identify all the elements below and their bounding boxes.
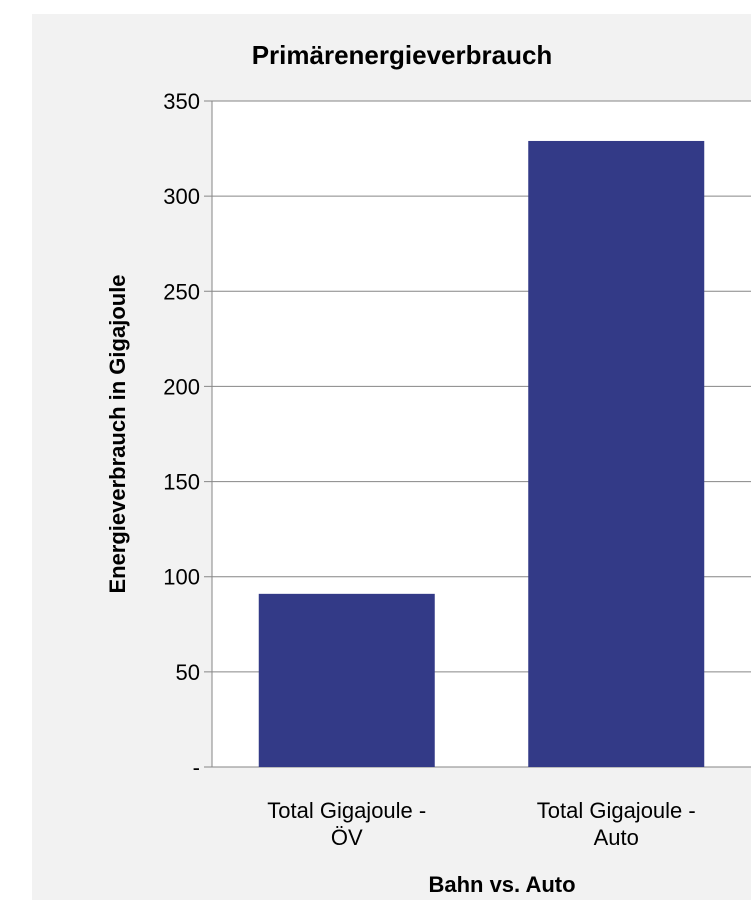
bars xyxy=(258,140,705,768)
y-axis-title: Energieverbrauch in Gigajoule xyxy=(105,274,130,593)
x-axis-title: Bahn vs. Auto xyxy=(428,872,575,897)
y-tick-label: 150 xyxy=(163,470,200,495)
y-tick-label: 250 xyxy=(163,279,200,304)
y-tick-labels: - 50 100 150 200 250 300 350 xyxy=(163,89,200,780)
x-category-label-line: ÖV xyxy=(331,825,363,850)
x-category-label: Total Gigajoule -ÖV xyxy=(267,798,426,850)
chart-panel: -50 100 150 200 250 300 350 Total Gigajoule -Ö… xyxy=(32,14,751,900)
x-category-label: Total Gigajoule -Auto xyxy=(537,798,696,850)
bar xyxy=(528,140,705,768)
chart-title: Primärenergieverbrauch xyxy=(252,40,553,70)
y-tick-label: - xyxy=(193,755,200,780)
y-tick-label: 50 xyxy=(176,660,200,685)
y-tick-label: 300 xyxy=(163,184,200,209)
bar xyxy=(258,593,435,767)
x-category-label-line: Auto xyxy=(594,825,639,850)
y-tick-label: 100 xyxy=(163,565,200,590)
y-tick-label: 350 xyxy=(163,89,200,114)
x-category-label-line: Total Gigajoule - xyxy=(537,798,696,823)
y-tick-label: 200 xyxy=(163,374,200,399)
x-category-label-line: Total Gigajoule - xyxy=(267,798,426,823)
